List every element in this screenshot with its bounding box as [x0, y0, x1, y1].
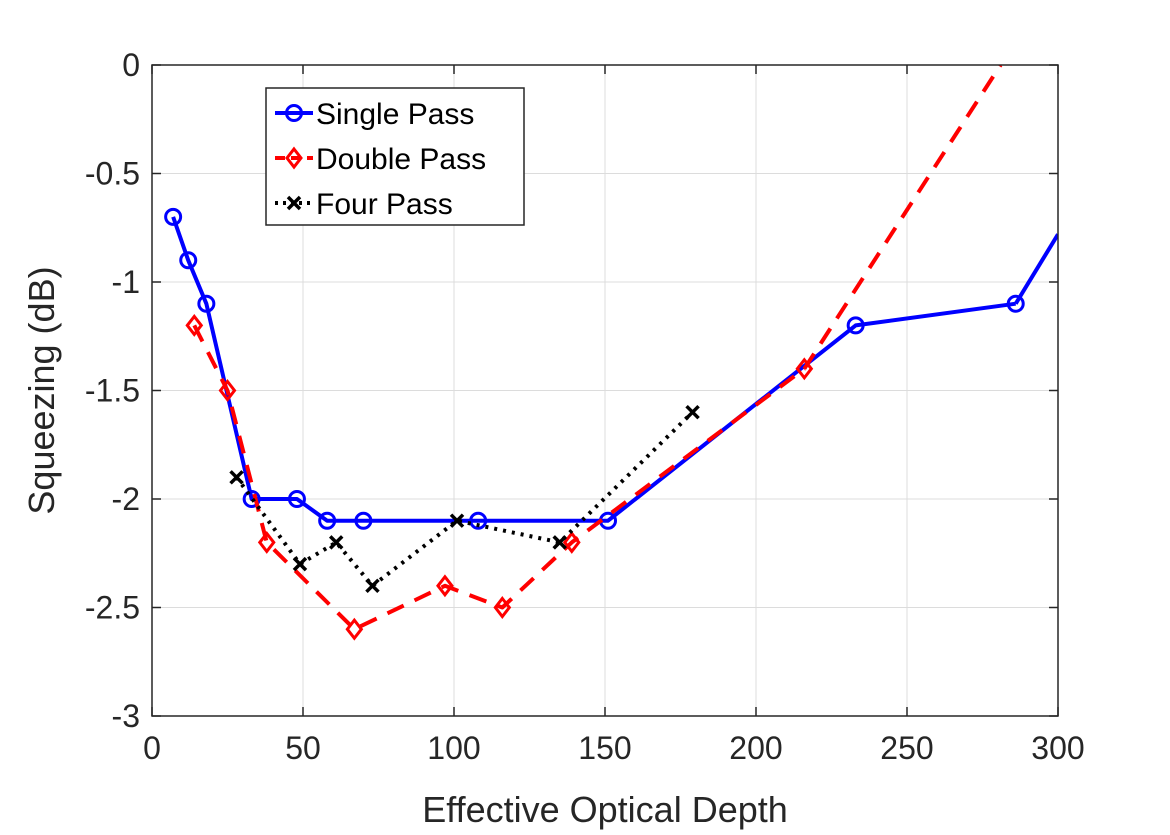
data-point-single-pass	[846, 316, 865, 335]
data-point-single-pass	[469, 511, 488, 530]
data-point-four-pass	[292, 556, 308, 572]
x-tick-label: 250	[880, 730, 933, 766]
y-tick-label: -3	[112, 698, 140, 734]
data-point-four-pass	[685, 404, 700, 420]
x-tick-label: 300	[1031, 730, 1084, 766]
x-tick-label: 150	[578, 730, 631, 766]
legend: Single Pass Double Pass Four Pass	[265, 87, 525, 226]
y-tick-label: -1.5	[85, 373, 140, 409]
series-double-pass	[185, 65, 1003, 641]
data-point-double-pass	[562, 530, 581, 554]
data-point-four-pass	[552, 535, 567, 550]
series-layer	[164, 65, 1058, 641]
x-tick-label: 200	[729, 730, 782, 766]
x-tick-label: 0	[143, 730, 161, 766]
data-point-single-pass	[179, 251, 198, 270]
data-point-double-pass	[345, 617, 364, 641]
data-point-single-pass	[242, 490, 261, 508]
data-point-single-pass	[354, 511, 373, 530]
legend-marker-single-pass	[285, 104, 303, 122]
data-point-four-pass	[365, 578, 380, 594]
y-axis-title: Squeezing (dB)	[21, 266, 62, 514]
data-point-four-pass	[229, 470, 244, 485]
data-point-double-pass	[257, 530, 276, 554]
data-point-double-pass	[185, 313, 204, 337]
x-tick-label: 100	[427, 730, 480, 766]
series-extension-single-pass	[1014, 233, 1058, 305]
data-point-single-pass	[287, 490, 306, 508]
tick-labels: 0 50 100 150 200 250 300 0 -0.5 -1 -1.5 -2 -2.5 -3	[85, 47, 1085, 766]
data-point-single-pass	[1006, 294, 1025, 313]
series-extension-double-pass	[802, 65, 1003, 370]
y-tick-label: -0.5	[85, 156, 140, 192]
y-tick-label: 0	[122, 47, 140, 83]
series-single-pass	[164, 207, 1058, 530]
x-axis-title: Effective Optical Depth	[422, 789, 788, 830]
data-point-double-pass	[436, 574, 454, 598]
y-tick-label: -2	[112, 481, 140, 517]
legend-marker-double-pass	[285, 146, 303, 170]
data-point-double-pass	[795, 357, 814, 381]
series-four-pass	[229, 404, 700, 594]
data-point-four-pass	[449, 513, 465, 528]
data-point-single-pass	[164, 207, 183, 226]
legend-label-single-pass: Single Pass	[316, 98, 474, 131]
data-point-double-pass	[493, 596, 512, 619]
x-tick-label: 50	[285, 730, 321, 766]
y-tick-label: -2.5	[85, 590, 140, 626]
legend-marker-four-pass	[286, 195, 302, 211]
legend-label-double-pass: Double Pass	[316, 143, 486, 176]
series-line-double-pass	[192, 324, 806, 632]
data-point-single-pass	[318, 511, 337, 530]
legend-label-four-pass: Four Pass	[316, 188, 453, 221]
data-point-four-pass	[328, 535, 344, 550]
series-line-single-pass	[171, 216, 1016, 523]
data-point-double-pass	[218, 379, 237, 402]
data-point-single-pass	[197, 294, 216, 313]
y-tick-label: -1	[112, 264, 140, 300]
